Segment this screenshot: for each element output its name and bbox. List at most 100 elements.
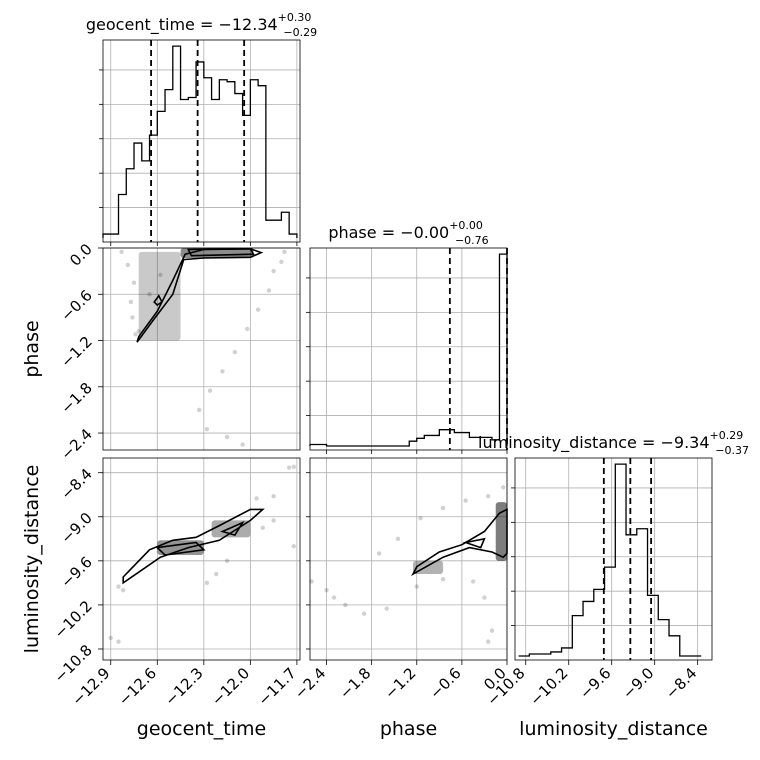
x-tick-label: −12.6 bbox=[115, 664, 160, 709]
sample-point bbox=[128, 299, 134, 305]
panel-frame bbox=[102, 39, 301, 243]
sample-point bbox=[361, 611, 367, 616]
hist-panel-phase: phase = −0.00+0.00 −0.76 bbox=[306, 219, 508, 451]
sample-point bbox=[376, 551, 382, 556]
sample-point bbox=[136, 329, 141, 334]
sample-point bbox=[384, 606, 389, 611]
sample-point bbox=[418, 516, 423, 521]
y-tick-label: −1.2 bbox=[57, 333, 95, 371]
sample-point bbox=[254, 496, 259, 501]
sample-point bbox=[271, 493, 276, 499]
sample-point bbox=[463, 498, 468, 503]
y-tick-label: −9.0 bbox=[57, 509, 95, 547]
sample-point bbox=[486, 639, 491, 644]
sample-point bbox=[255, 307, 261, 312]
sample-point bbox=[291, 543, 296, 549]
sample-point bbox=[486, 493, 491, 499]
hist-panel-geocent_time: geocent_time = −12.34+0.30 −0.29 bbox=[86, 11, 317, 243]
sample-point bbox=[147, 292, 152, 297]
pair-panel-phase-luminosity_distance bbox=[309, 457, 508, 661]
x-tick-label: −0.6 bbox=[426, 664, 464, 702]
contour-level bbox=[187, 247, 255, 257]
panel-title-phase: phase = −0.00+0.00 −0.76 bbox=[328, 219, 488, 247]
title-main: phase = −0.00 bbox=[328, 223, 449, 242]
sample-point bbox=[204, 426, 210, 432]
contour-level bbox=[136, 247, 264, 343]
pair-panel-geocent_time-phase bbox=[102, 247, 301, 451]
sample-point bbox=[133, 332, 138, 337]
contour-level bbox=[153, 294, 163, 307]
histogram-luminosity_distance bbox=[518, 463, 702, 657]
sample-point bbox=[279, 259, 284, 265]
sample-point bbox=[501, 485, 506, 490]
y-tick-label: −1.8 bbox=[57, 379, 95, 417]
sample-point bbox=[440, 505, 446, 511]
x-axis-label-geocent_time: geocent_time bbox=[137, 718, 266, 740]
x-tick-label: −10.2 bbox=[526, 664, 571, 709]
x-axis-label-phase: phase bbox=[380, 718, 437, 740]
title-plus: +0.29 bbox=[710, 429, 744, 442]
panel-frame bbox=[102, 457, 301, 661]
sample-point bbox=[489, 628, 495, 633]
y-tick-label: −10.2 bbox=[51, 597, 96, 642]
sample-point bbox=[440, 577, 446, 582]
title-minus: −0.37 bbox=[715, 444, 749, 457]
sample-point bbox=[158, 272, 163, 278]
sample-point bbox=[324, 588, 329, 593]
sample-point bbox=[260, 525, 265, 530]
sample-point bbox=[119, 249, 124, 255]
sample-point bbox=[125, 262, 131, 268]
sample-point bbox=[395, 536, 401, 541]
panel-title-luminosity_distance: luminosity_distance = −9.34+0.29 −0.37 bbox=[478, 429, 749, 457]
sample-point bbox=[224, 558, 230, 564]
y-tick-label: 0.0 bbox=[66, 240, 96, 270]
title-plus: +0.30 bbox=[278, 11, 312, 24]
sample-point bbox=[414, 584, 419, 589]
histogram-geocent_time bbox=[102, 45, 298, 238]
contour-level bbox=[122, 508, 265, 585]
sample-point bbox=[482, 595, 487, 600]
title-minus: −0.29 bbox=[283, 26, 317, 39]
x-tick-label: −8.4 bbox=[662, 664, 700, 702]
sample-point bbox=[214, 571, 219, 577]
title-minus: −0.76 bbox=[455, 234, 489, 247]
y-tick-label: −0.6 bbox=[57, 286, 95, 324]
density-region bbox=[495, 502, 507, 561]
sample-point bbox=[120, 588, 126, 593]
sample-point bbox=[224, 434, 230, 440]
sample-point bbox=[309, 579, 314, 584]
sample-point bbox=[282, 249, 287, 255]
sample-point bbox=[245, 326, 250, 332]
x-tick-label: −2.4 bbox=[291, 664, 329, 702]
panel-frame bbox=[514, 457, 713, 661]
x-axis-label-luminosity_distance: luminosity_distance bbox=[519, 718, 708, 740]
sample-point bbox=[291, 464, 296, 470]
y-tick-label: −9.6 bbox=[57, 553, 95, 591]
sample-point bbox=[331, 595, 337, 600]
y-axis-label-luminosity_distance: luminosity_distance bbox=[21, 465, 43, 654]
sample-point bbox=[116, 584, 121, 589]
title-main: luminosity_distance = −9.34 bbox=[478, 433, 709, 453]
sample-point bbox=[207, 388, 213, 393]
sample-point bbox=[240, 442, 245, 447]
sample-point bbox=[196, 407, 202, 413]
x-tick-label: −12.3 bbox=[161, 664, 206, 709]
x-tick-label: −12.0 bbox=[208, 664, 253, 709]
panel-frame bbox=[102, 247, 301, 451]
sample-point bbox=[220, 369, 225, 374]
x-tick-label: −9.6 bbox=[576, 664, 614, 702]
sample-point bbox=[108, 635, 113, 641]
sample-point bbox=[470, 579, 476, 584]
sample-point bbox=[130, 315, 135, 320]
y-tick-label: −8.4 bbox=[57, 465, 95, 503]
contour-level bbox=[220, 520, 245, 537]
histogram-phase bbox=[309, 253, 508, 447]
panel-title-geocent_time: geocent_time = −12.34+0.30 −0.29 bbox=[86, 11, 317, 39]
title-main: geocent_time = −12.34 bbox=[86, 15, 278, 35]
sample-point bbox=[271, 268, 276, 274]
sample-point bbox=[131, 280, 137, 285]
x-tick-label: −1.8 bbox=[336, 664, 374, 702]
sample-point bbox=[232, 349, 238, 355]
pair-panel-geocent_time-luminosity_distance bbox=[102, 457, 301, 661]
